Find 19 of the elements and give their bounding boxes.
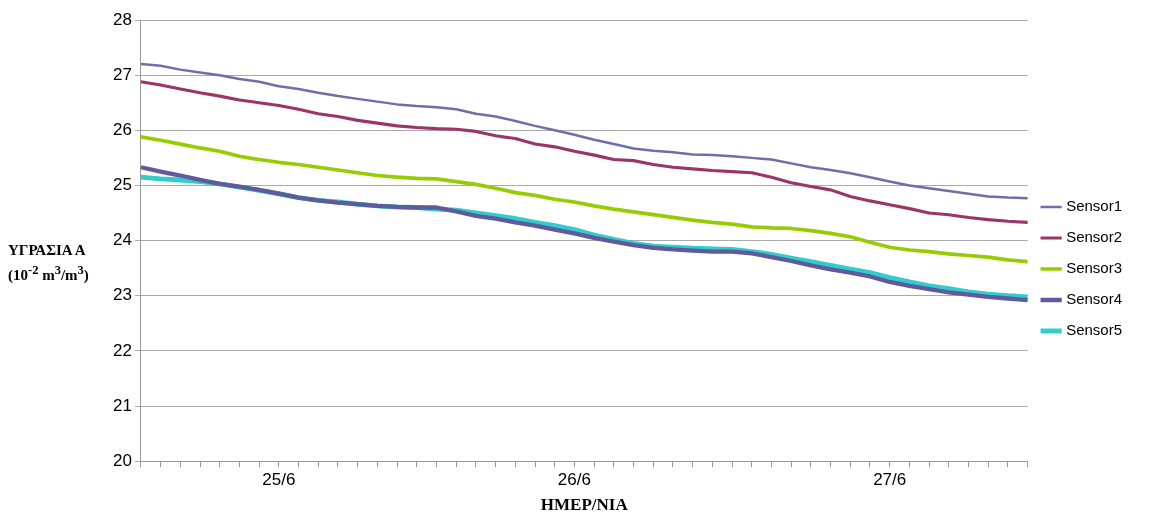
y-tick-label: 26 (112, 119, 132, 139)
y-tick-label: 22 (112, 340, 132, 360)
y-tick-label: 20 (112, 450, 132, 470)
y-tick-label: 24 (112, 230, 132, 250)
x-tick-label: 27/6 (873, 470, 907, 490)
y-tick-label: 21 (112, 395, 132, 415)
y-tick-label: 23 (112, 285, 132, 305)
legend-label: Sensor2 (1066, 228, 1123, 246)
legend-label: Sensor5 (1066, 321, 1123, 339)
x-tick-label: 26/6 (557, 470, 591, 490)
y-tick-label: 28 (112, 9, 132, 29)
legend-label: Sensor4 (1066, 290, 1123, 308)
x-axis-title: ΗΜΕΡ/ΝΙΑ (540, 495, 629, 515)
x-tick-label: 25/6 (262, 470, 296, 490)
legend-label: Sensor1 (1066, 197, 1123, 215)
legend-label: Sensor3 (1066, 259, 1123, 277)
y-tick-label: 27 (112, 64, 132, 84)
y-axis-title: ΥΓΡΑΣΙΑ Α (10$^{-2}$ m$^{3}$/m$^{3}$) (8, 241, 90, 285)
y-tick-label: 25 (112, 175, 132, 195)
